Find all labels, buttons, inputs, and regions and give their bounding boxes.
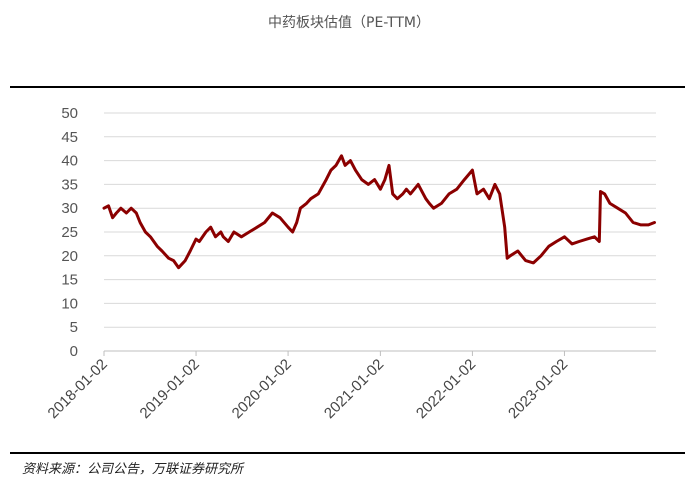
x-tick-labels: 2018-01-02 2019-01-02 2020-01-02 2021-01-02… (45, 356, 572, 422)
chart-title: 中药板块估值（PE-TTM） (268, 15, 430, 31)
x-tick-label: 2022-01-02 (413, 356, 479, 422)
series-group (102, 154, 656, 270)
y-tick-label: 10 (61, 295, 78, 312)
y-tick-label: 0 (70, 343, 78, 360)
x-tick-label: 2019-01-02 (137, 356, 203, 422)
y-tick-label: 50 (61, 105, 78, 122)
y-tick-labels: 0 5 10 15 20 25 30 35 40 45 50 (61, 105, 78, 360)
series-line (102, 154, 656, 270)
top-rule (10, 86, 685, 88)
x-tick-label: 2023-01-02 (505, 356, 571, 422)
x-tick-label: 2020-01-02 (229, 356, 295, 422)
y-tick-label: 15 (61, 272, 78, 289)
bottom-rule (10, 452, 685, 454)
y-tick-label: 35 (61, 176, 78, 193)
y-tick-label: 45 (61, 129, 78, 146)
x-tick-label: 2018-01-02 (45, 356, 111, 422)
source-note: 资料来源：公司公告，万联证券研究所 (22, 462, 244, 477)
y-tick-label: 25 (61, 224, 78, 241)
axes (103, 350, 656, 356)
grid-lines (104, 112, 656, 328)
y-tick-label: 5 (70, 319, 78, 336)
x-tick-label: 2021-01-02 (321, 356, 387, 422)
y-tick-label: 20 (61, 248, 78, 265)
y-tick-label: 30 (61, 200, 78, 217)
chart-plot: 0 5 10 15 20 25 30 35 40 45 50 2018-01-02 2019-01-0… (45, 105, 656, 422)
y-tick-label: 40 (61, 153, 78, 170)
